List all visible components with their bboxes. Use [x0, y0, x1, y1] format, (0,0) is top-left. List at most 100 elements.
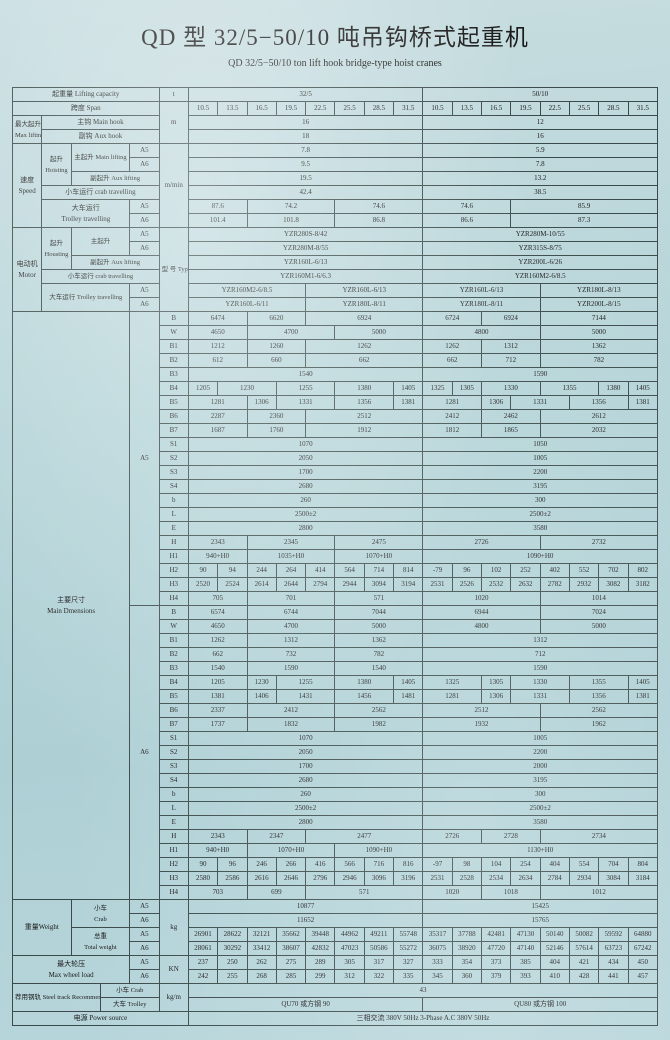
dims-grp: A6	[130, 606, 159, 900]
span-3: 19.5	[276, 102, 305, 116]
dim-key: B	[159, 606, 188, 620]
dim-key: B6	[159, 704, 188, 718]
dim-cell: 1020	[423, 592, 540, 606]
dim-cell: 404	[540, 858, 569, 872]
dim-cell: 3196	[394, 872, 423, 886]
dim-cell: 6924	[306, 312, 423, 326]
u-kg: kg	[159, 900, 188, 956]
wc-a5: 10877	[188, 900, 423, 914]
dim-cell: 98	[452, 858, 481, 872]
span-7: 31.5	[394, 102, 423, 116]
dim-cell: 2524	[218, 578, 247, 592]
dim-cell: 1865	[482, 424, 541, 438]
mta5-1: YZR160L-6/13	[306, 284, 423, 298]
dim-cell: 2500±2	[188, 508, 423, 522]
dim-cell: 1306	[247, 396, 276, 410]
dim-cell: 2347	[247, 830, 306, 844]
dim-cell: 1405	[394, 382, 423, 396]
dim-cell: 2612	[540, 410, 657, 424]
dim-cell: 2462	[482, 410, 541, 424]
dim-cell: 1005	[423, 452, 658, 466]
dim-cell: 1018	[482, 886, 541, 900]
u-mmin: m/min	[159, 144, 188, 228]
dim-cell: 662	[188, 648, 247, 662]
dim-key: B4	[159, 382, 188, 396]
a6: A6	[130, 214, 159, 228]
dim-cell: 2531	[423, 872, 452, 886]
lbl-track-crab: 小车 Crab	[100, 984, 159, 998]
mh-a: 16	[188, 116, 423, 130]
dim-cell: 1205	[188, 676, 247, 690]
lbl-power: 电源 Power source	[13, 1012, 189, 1026]
dim-cell: 704	[599, 858, 628, 872]
dim-cell: 2032	[540, 424, 657, 438]
dim-cell: 2728	[482, 830, 541, 844]
dim-cell: 2050	[188, 452, 423, 466]
sp-aux-a: 19.5	[188, 172, 423, 186]
dim-cell: 96	[452, 564, 481, 578]
dim-cell: 254	[511, 858, 540, 872]
a5: A5	[130, 228, 159, 242]
dim-cell: 416	[306, 858, 335, 872]
dim-cell: 1356	[335, 396, 394, 410]
lbl-weight: 重量Weight	[13, 900, 72, 956]
dim-cell: 662	[306, 354, 423, 368]
mta5-3: YZR180L-8/13	[540, 284, 657, 298]
tr-a5-3: 74.6	[423, 200, 511, 214]
ma-b: YZR200L-6/26	[423, 256, 658, 270]
power-val: 三相交流 380V 50Hz 3-Phase A.C 380V 50Hz	[188, 1012, 657, 1026]
dim-cell: 1005	[423, 732, 658, 746]
lbl-mtrolley: 大车运行 Trolley travelling	[42, 284, 130, 312]
u-kn: KN	[159, 956, 188, 984]
dim-cell: 2337	[188, 704, 247, 718]
dim-key: L	[159, 508, 188, 522]
dim-cell: 2794	[306, 578, 335, 592]
mc-b: YZR160M2-6/8.5	[423, 270, 658, 284]
dim-cell: 2412	[247, 704, 335, 718]
dim-cell: 2512	[423, 704, 540, 718]
dim-cell: 2532	[482, 578, 511, 592]
dim-cell: 2784	[540, 872, 569, 886]
sp-a5b: 5.9	[423, 144, 658, 158]
dim-cell: 566	[335, 858, 364, 872]
dim-cell: 1312	[423, 634, 658, 648]
dim-cell: 1812	[423, 424, 482, 438]
u-type: 型 号 Type/ Kw	[159, 228, 188, 312]
dim-cell: 1205	[188, 382, 217, 396]
tr-a5-4: 85.9	[511, 200, 658, 214]
lbl-hoist: 起升Hoisting	[42, 144, 71, 186]
dim-cell: 816	[394, 858, 423, 872]
dim-cell: 1070+H0	[335, 550, 423, 564]
dim-cell: 6924	[482, 312, 541, 326]
dim-cell: 1380	[599, 382, 628, 396]
dim-cell: 782	[540, 354, 657, 368]
dim-cell: 2531	[423, 578, 452, 592]
dim-cell: 1380	[335, 676, 394, 690]
mta6-1: YZR180L-8/11	[306, 298, 423, 312]
dim-cell: 1381	[628, 396, 657, 410]
dim-cell: 702	[599, 564, 628, 578]
title-cn: QD 型 32/5−50/10 吨吊钩桥式起重机	[12, 18, 658, 52]
dim-cell: 102	[482, 564, 511, 578]
dim-key: B1	[159, 340, 188, 354]
dim-cell: 90	[188, 858, 217, 872]
dim-cell: 2500±2	[188, 802, 423, 816]
dim-cell: 3195	[423, 774, 658, 788]
dim-cell: 804	[628, 858, 657, 872]
dim-cell: 2634	[511, 872, 540, 886]
u-t: t	[159, 88, 188, 102]
dim-key: H3	[159, 578, 188, 592]
wc-b5: 15425	[423, 900, 658, 914]
dim-cell: 5000	[540, 620, 657, 634]
dim-cell: 1355	[569, 676, 628, 690]
dim-cell: 802	[628, 564, 657, 578]
tr-a6-2: 86.8	[335, 214, 423, 228]
dim-key: H3	[159, 872, 188, 886]
dim-cell: 2287	[188, 410, 247, 424]
dim-cell: 2360	[247, 410, 306, 424]
dim-cell: 1355	[540, 382, 599, 396]
dim-key: S2	[159, 746, 188, 760]
dim-cell: 1130+H0	[423, 844, 658, 858]
span-4: 22.5	[306, 102, 335, 116]
dim-key: B4	[159, 676, 188, 690]
